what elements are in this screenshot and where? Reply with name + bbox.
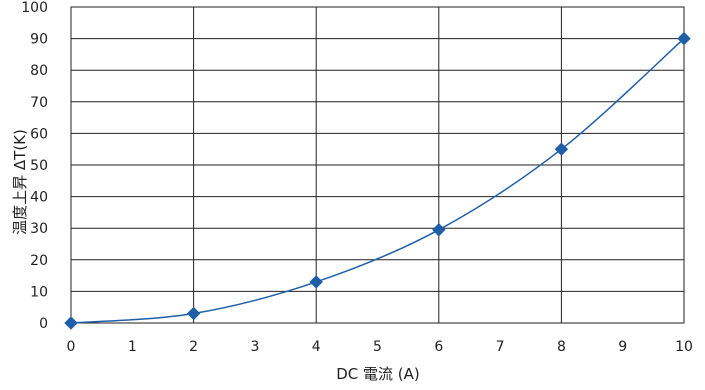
marker-layer <box>64 31 691 330</box>
data-point-marker <box>64 316 78 330</box>
y-tick-label: 90 <box>30 32 48 48</box>
y-axis-label: 温度上昇 ΔT(K) <box>11 129 29 235</box>
x-tick-label: 8 <box>557 339 566 355</box>
series-layer <box>70 38 685 324</box>
data-point-marker <box>677 31 691 46</box>
data-point-marker <box>554 142 569 156</box>
x-tick-label: 6 <box>434 339 443 355</box>
y-tick-label: 20 <box>30 253 48 269</box>
y-tick-label: 80 <box>30 63 48 79</box>
x-tick-label: 0 <box>67 339 76 355</box>
data-point-marker <box>186 306 201 321</box>
x-tick-label: 3 <box>250 339 259 355</box>
x-tick-label: 10 <box>675 339 693 355</box>
y-tick-label: 70 <box>30 95 48 111</box>
y-tick-label: 60 <box>30 126 48 142</box>
y-tick-label: 10 <box>30 284 48 300</box>
x-tick-label: 7 <box>496 339 505 355</box>
y-tick-label: 30 <box>30 221 48 237</box>
y-tick-label: 40 <box>30 190 48 206</box>
x-tick-label: 4 <box>312 339 321 355</box>
plot-frame <box>70 6 685 324</box>
data-point-marker <box>432 223 446 237</box>
data-point-marker <box>309 275 323 289</box>
x-tick-label: 9 <box>618 339 627 355</box>
grid <box>70 6 685 324</box>
series-line <box>70 38 685 324</box>
y-tick-label: 100 <box>21 0 48 16</box>
x-tick-label: 5 <box>373 339 382 355</box>
y-tick-label: 50 <box>30 158 48 174</box>
y-tick-label: 0 <box>39 316 48 332</box>
x-axis-label: DC 電流 (A) <box>336 365 420 383</box>
x-tick-label: 2 <box>189 339 198 355</box>
tick-labels: 0 10 20 30 40 50 60 70 80 90 100 0 1 2 3 4 5 6 7 8 9 10 <box>21 0 693 355</box>
x-tick-label: 1 <box>128 339 137 355</box>
